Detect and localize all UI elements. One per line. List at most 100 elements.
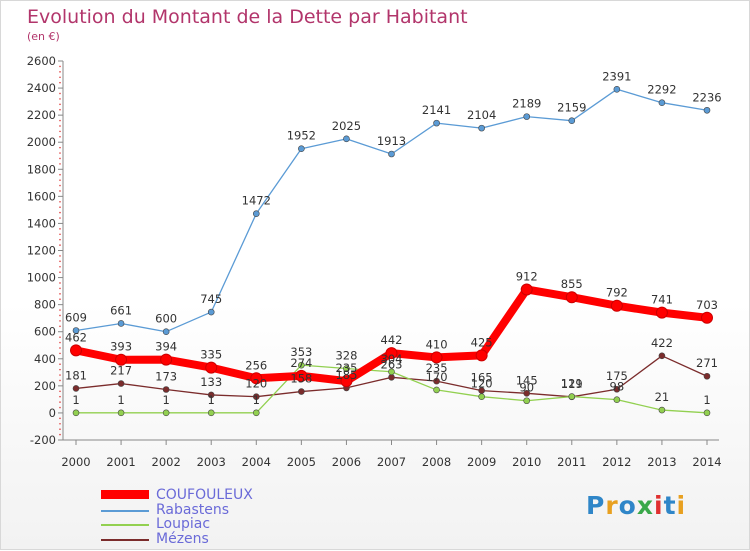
y-minor-tick <box>59 81 61 84</box>
data-label: 462 <box>65 330 87 344</box>
y-minor-tick <box>59 184 61 187</box>
data-point <box>520 283 533 296</box>
y-minor-tick <box>59 336 61 338</box>
data-label: 1 <box>703 393 710 407</box>
y-tick-label: 600 <box>34 325 56 339</box>
y-minor-tick <box>59 428 61 430</box>
data-label: 912 <box>516 269 538 283</box>
data-label: 1 <box>72 393 79 407</box>
x-tick-label: 2007 <box>377 455 406 469</box>
data-point <box>298 145 305 153</box>
data-point <box>655 306 668 319</box>
y-tick-label: 2400 <box>27 81 56 95</box>
data-point <box>295 369 308 382</box>
data-label: 745 <box>200 292 222 306</box>
x-tick-label: 2006 <box>332 455 361 469</box>
y-tick-label: 1800 <box>27 162 56 176</box>
y-minor-tick <box>59 325 61 328</box>
data-label: 393 <box>110 340 132 354</box>
data-point <box>298 388 305 395</box>
y-tick-label: -200 <box>30 433 56 447</box>
y-minor-tick <box>59 282 61 284</box>
data-label: 703 <box>696 298 718 312</box>
x-tick-label: 2000 <box>61 455 90 469</box>
y-minor-tick <box>59 173 61 176</box>
y-minor-tick <box>59 271 61 273</box>
data-label: 121 <box>561 377 583 391</box>
y-tick-label: 200 <box>34 379 56 393</box>
y-minor-tick <box>59 157 61 160</box>
legend-swatch-mezens <box>101 539 149 541</box>
y-minor-tick <box>59 298 61 301</box>
data-point <box>340 375 353 388</box>
data-label: 2104 <box>467 108 496 122</box>
data-point <box>117 380 125 387</box>
data-label: 235 <box>426 361 448 375</box>
data-point <box>250 372 263 385</box>
y-tick-label: 2200 <box>27 108 56 122</box>
y-minor-tick <box>59 433 61 436</box>
data-point <box>205 361 218 374</box>
data-label: 600 <box>155 312 177 326</box>
data-label: 1472 <box>242 194 271 208</box>
y-tick-label: 1200 <box>27 244 56 258</box>
y-minor-tick <box>59 379 61 382</box>
y-minor-tick <box>59 136 61 138</box>
data-point <box>388 150 395 158</box>
y-minor-tick <box>59 363 61 366</box>
data-point <box>703 372 711 380</box>
y-minor-tick <box>59 395 61 398</box>
data-point <box>523 390 531 397</box>
data-point <box>162 386 170 393</box>
y-tick-label: 2600 <box>27 54 56 68</box>
data-point <box>343 365 350 372</box>
data-point <box>703 106 711 114</box>
y-minor-tick <box>59 233 61 236</box>
data-point <box>343 135 350 143</box>
y-minor-tick <box>59 217 61 219</box>
y-minor-tick <box>59 179 61 181</box>
data-point <box>298 361 305 369</box>
data-label: 90 <box>519 381 534 395</box>
data-label: 165 <box>471 371 493 385</box>
logo-letter: o <box>618 491 637 520</box>
data-point <box>72 409 80 417</box>
data-label: 855 <box>561 277 583 291</box>
x-tick-label: 2011 <box>557 455 586 469</box>
data-point <box>117 409 125 417</box>
data-point <box>658 406 666 414</box>
data-label: 133 <box>200 375 222 389</box>
y-minor-tick <box>59 265 61 268</box>
y-minor-tick <box>59 417 61 420</box>
data-label: 158 <box>290 372 312 386</box>
data-label: 21 <box>655 390 670 404</box>
data-label: 2189 <box>512 97 541 111</box>
y-tick-label: 2000 <box>27 135 56 149</box>
y-minor-tick <box>59 320 61 322</box>
data-label: 661 <box>110 303 132 317</box>
data-point <box>610 299 623 312</box>
data-point <box>568 117 576 124</box>
data-label: 1 <box>208 393 215 407</box>
y-tick-label: 400 <box>34 352 56 366</box>
data-point <box>70 344 82 357</box>
data-point <box>160 353 173 366</box>
y-minor-tick <box>59 92 61 95</box>
x-tick-label: 2009 <box>467 455 496 469</box>
x-tick-label: 2003 <box>197 455 226 469</box>
data-label: 1 <box>162 393 169 407</box>
data-label: 394 <box>155 340 177 354</box>
data-point <box>207 391 215 399</box>
data-label: 263 <box>381 357 403 371</box>
data-label: 442 <box>381 333 403 347</box>
data-point <box>433 377 440 385</box>
logo-letter: r <box>605 491 619 520</box>
data-label: 145 <box>516 373 538 387</box>
data-point <box>207 308 215 316</box>
data-label: 185 <box>335 368 357 382</box>
data-point <box>568 393 576 400</box>
y-minor-tick <box>59 119 61 122</box>
legend-swatch-coufouleux <box>101 490 149 499</box>
data-point <box>475 349 488 362</box>
data-point <box>433 119 440 127</box>
